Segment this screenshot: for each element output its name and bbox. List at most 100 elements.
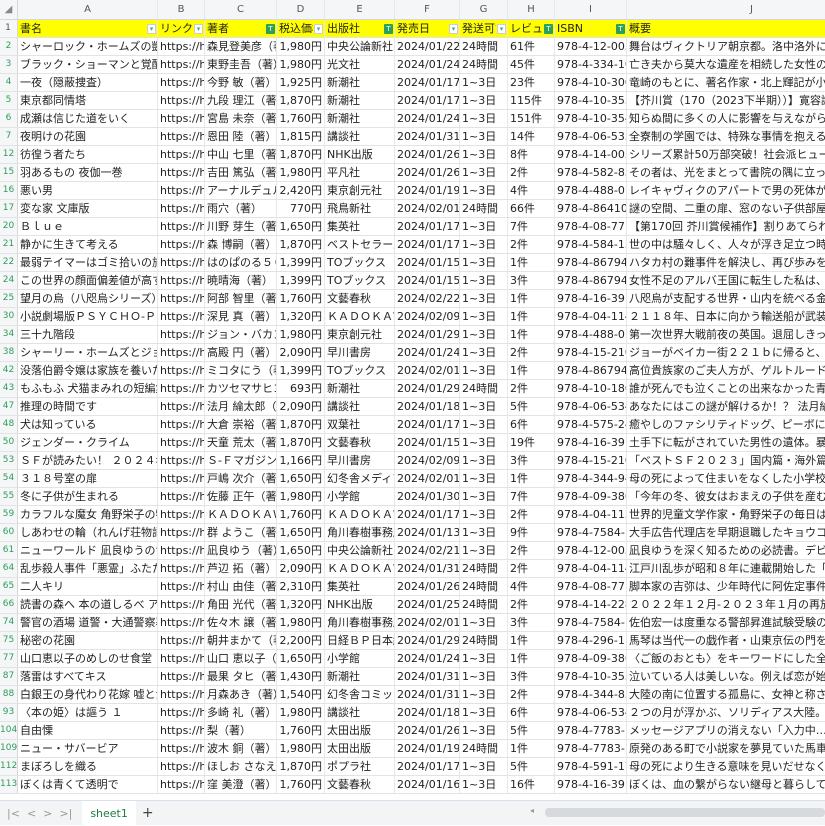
row-number[interactable]: 48 [0, 416, 18, 433]
cell-I[interactable]: 978-4-7783-1905-2 [555, 722, 627, 739]
cell-J[interactable]: シリーズ累計50万部突破！社会派ヒューマンミステリーの [627, 146, 825, 163]
cell-G[interactable]: 24時間 [460, 740, 508, 757]
cell-H[interactable]: 8件 [508, 146, 555, 163]
cell-D[interactable]: 1,650円 [277, 524, 325, 541]
cell-F[interactable]: 2024/01/19 [397, 740, 460, 757]
row-number[interactable]: 21 [0, 236, 18, 253]
cell-I[interactable]: 978-4-10-180280-0 [555, 380, 627, 397]
cell-G[interactable]: 1~3日 [460, 542, 508, 559]
first-sheet-button[interactable]: |< [7, 806, 20, 820]
cell-C[interactable]: Ｓ-Ｆマガジン編集部 [207, 452, 277, 469]
cell-F[interactable]: 2024/01/18 [397, 398, 460, 415]
header-cell[interactable]: 発売日 ▾ [395, 20, 460, 37]
cell-G[interactable]: 1~3日 [460, 758, 508, 775]
cell-D[interactable]: 770円 [277, 200, 325, 217]
cell-D[interactable]: 1,650円 [277, 218, 325, 235]
cell-H[interactable]: 23件 [508, 74, 555, 91]
cell-C[interactable]: 月森あき（著） [207, 686, 277, 703]
cell-I[interactable]: 978-4-591-17970-3 [555, 758, 627, 775]
cell-E[interactable]: 新潮社 [325, 110, 395, 127]
filter-dropdown-icon[interactable]: ▾ [147, 23, 156, 34]
cell-H[interactable]: 6件 [508, 416, 555, 433]
cell-E[interactable]: 幻冬舎メディアコンサ [325, 470, 395, 487]
cell-J[interactable]: 「今年の冬、彼女はおまえの子供を産む」 その年の７月、 [627, 488, 825, 505]
cell-F[interactable]: 2024/02/09 [397, 308, 460, 325]
cell-F[interactable]: 2024/01/31 [397, 668, 460, 685]
cell-C[interactable]: 阿部 智里（著） [207, 290, 277, 307]
cell-E[interactable]: ＫＡＤＯＫＡＷＡ [327, 308, 395, 325]
cell-C[interactable]: 佐藤 正午（著） [207, 488, 277, 505]
cell-C[interactable]: 天童 荒太（著） [207, 434, 277, 451]
cell-C[interactable]: 佐々木 譲（著） [207, 614, 277, 631]
cell-C[interactable]: 森見登美彦（著） [205, 38, 277, 55]
cell-H[interactable]: 4件 [508, 182, 555, 199]
cell-H[interactable]: 5件 [508, 758, 555, 775]
cell-F[interactable]: 2024/01/15 [397, 272, 460, 289]
cell-F[interactable]: 2024/01/24 [397, 110, 460, 127]
cell-D[interactable]: 2,200円 [277, 632, 325, 649]
cell-J[interactable]: 母の死により生きる意味を見いだせなくなった楓は、騎も [627, 758, 825, 775]
column-header-H[interactable]: H [508, 0, 555, 19]
cell-H[interactable]: 3件 [508, 668, 555, 685]
cell-C[interactable]: 村山 由佳（著） [207, 578, 277, 595]
cell-J[interactable]: その者は、光をまとって書院の隅に立っていた――。古より伝 [627, 164, 825, 181]
cell-A[interactable]: 三十九階段 [18, 326, 158, 343]
cell-E[interactable]: 日経ＢＰ日本経済新聞 [327, 632, 395, 649]
cell-B[interactable]: https://hont [160, 632, 205, 649]
cell-A[interactable]: もふもふ 犬猫まみれの短編集（新潮文庫 [18, 380, 158, 397]
cell-B[interactable]: https://hont [160, 236, 205, 253]
cell-J[interactable]: 土手下に転がされていた男性の遺体。暴行の痕が残る体に [627, 434, 825, 451]
cell-H[interactable]: 45件 [508, 56, 555, 73]
cell-C[interactable]: 凪良ゆう（著） [207, 542, 277, 559]
cell-A[interactable]: 東京都同情塔 [18, 92, 158, 109]
cell-H[interactable]: 2件 [508, 506, 555, 523]
header-cell[interactable]: ISBN T [555, 20, 627, 37]
cell-H[interactable]: 66件 [508, 200, 555, 217]
column-header-B[interactable]: B [158, 0, 205, 19]
row-number[interactable]: 43 [0, 380, 18, 397]
cell-D[interactable]: 1,870円 [277, 758, 325, 775]
cell-D[interactable]: 1,650円 [277, 650, 325, 667]
cell-F[interactable]: 2024/02/01 [397, 470, 460, 487]
cell-F[interactable]: 2024/01/26 [397, 722, 460, 739]
filter-dropdown-icon[interactable]: ▾ [194, 23, 203, 34]
cell-A[interactable]: シャーロック・ホームズの凱旋 [18, 38, 158, 55]
filter-active-icon[interactable]: T [266, 23, 275, 34]
cell-E[interactable]: 太田出版 [325, 722, 395, 739]
column-header-D[interactable]: D [277, 0, 325, 19]
cell-F[interactable]: 2024/01/17 [397, 218, 460, 235]
cell-A[interactable]: 静かに生きて考える [18, 236, 158, 253]
cell-A[interactable]: 山口恵以子のめしのせ食堂 こころとお腹を [18, 650, 158, 667]
cell-D[interactable]: 1,980円 [277, 38, 325, 55]
cell-A[interactable]: まぼろしを織る [18, 758, 158, 775]
cell-B[interactable]: https://hont [160, 524, 205, 541]
cell-G[interactable]: 1~3日 [460, 362, 508, 379]
filter-dropdown-icon[interactable]: ▾ [314, 23, 323, 34]
cell-D[interactable]: 1,980円 [277, 488, 325, 505]
cell-A[interactable]: 冬に子供が生まれる [18, 488, 158, 505]
row-number[interactable]: 24 [0, 272, 18, 289]
cell-J[interactable]: ２０２２年１２月-２０２３年１月の再放送のテキスト。内 [627, 596, 825, 613]
cell-A[interactable]: この世界の顔面偏差値が高すぎて目が痛い [18, 272, 158, 289]
cell-G[interactable]: 1~3日 [460, 182, 508, 199]
cell-G[interactable]: 1~3日 [460, 614, 508, 631]
cell-F[interactable]: 2024/01/26 [397, 164, 460, 181]
cell-C[interactable]: 多崎 礼（著） [207, 704, 277, 721]
cell-B[interactable]: https://hont [160, 668, 205, 685]
cell-A[interactable]: 犬は知っている [18, 416, 158, 433]
cell-H[interactable]: 2件 [508, 542, 555, 559]
row-number[interactable]: 65 [0, 578, 18, 595]
cell-H[interactable]: 7件 [508, 218, 555, 235]
row-number[interactable]: 64 [0, 560, 18, 577]
cell-B[interactable]: https://hont [160, 218, 205, 235]
cell-I[interactable]: 978-4-14-005741-4 [555, 146, 627, 163]
row-number[interactable]: 38 [0, 344, 18, 361]
cell-D[interactable]: 2,090円 [277, 398, 325, 415]
cell-E[interactable]: 集英社 [325, 578, 395, 595]
cell-F[interactable]: 2024/01/26 [397, 146, 460, 163]
cell-G[interactable]: 1~3日 [460, 254, 508, 271]
cell-B[interactable]: https://hont [160, 290, 205, 307]
row-number[interactable]: 88 [0, 686, 18, 703]
cell-B[interactable]: https://hont [160, 596, 205, 613]
row-number[interactable]: 12 [0, 146, 18, 163]
